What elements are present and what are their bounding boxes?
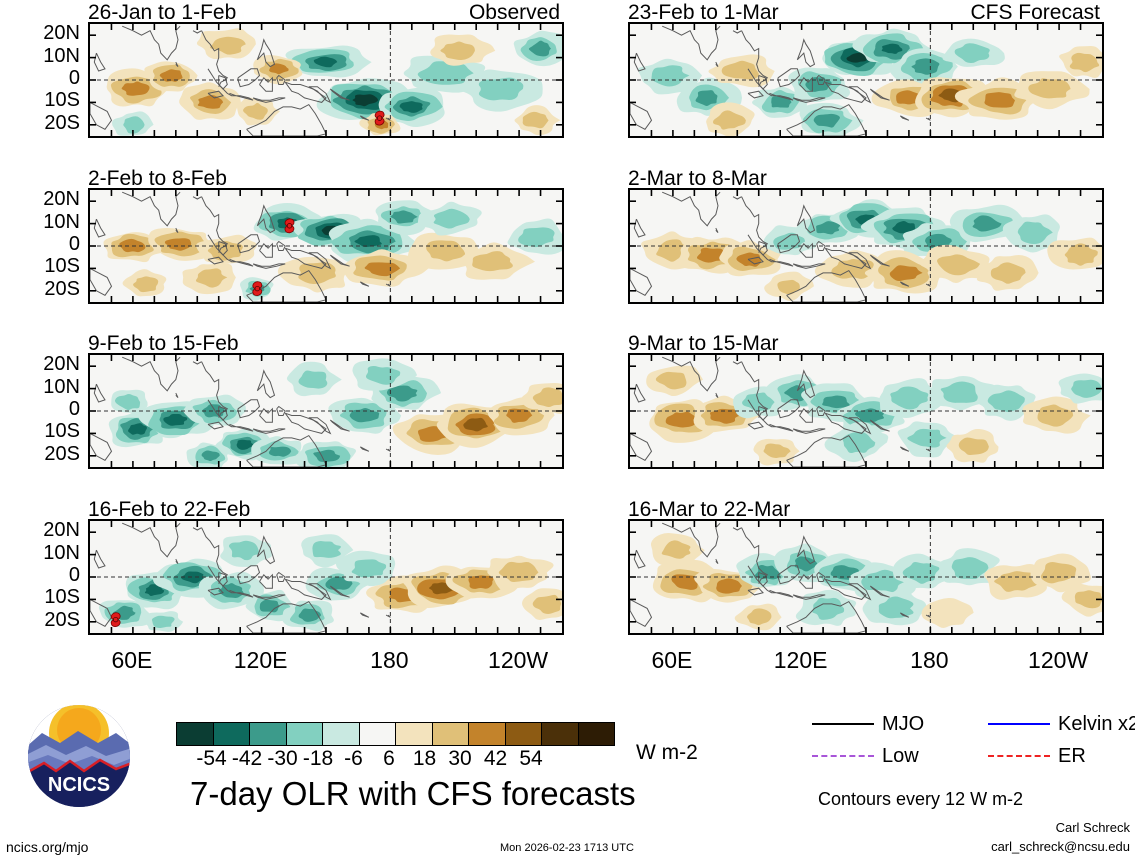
- storm-marker: [374, 110, 385, 126]
- panel-title: 2-Mar to 8-Mar: [628, 167, 767, 190]
- y-tick-label: 0: [68, 233, 80, 255]
- panel-title: 16-Mar to 22-Mar: [628, 498, 791, 521]
- colorbar-tick-label: 30: [448, 747, 472, 770]
- y-tick-label: 20N: [43, 353, 80, 376]
- y-tick-label: 20S: [44, 277, 80, 300]
- map-plot: [628, 22, 1104, 138]
- y-tick-label: 10N: [43, 210, 80, 233]
- colorbar-swatch: [250, 723, 287, 745]
- colorbar-swatch: [469, 723, 506, 745]
- legend-label: ER: [1058, 745, 1086, 767]
- map-plot: [628, 519, 1104, 635]
- colorbar-swatch: [323, 723, 360, 745]
- panel-title: 9-Feb to 15-Feb: [88, 332, 239, 355]
- x-tick-label: 120E: [233, 647, 288, 673]
- legend-item-mjo: MJO: [812, 714, 924, 734]
- colorbar-tick-label: -30: [267, 747, 298, 770]
- storm-marker: [252, 281, 263, 297]
- legend-line-icon: [988, 755, 1050, 757]
- legend-item-kelvin-x2: Kelvin x2: [988, 714, 1135, 734]
- panel-title: 16-Feb to 22-Feb: [88, 498, 251, 521]
- storm-marker: [110, 612, 121, 628]
- colorbar-swatch: [578, 723, 614, 745]
- column-header-right: CFS Forecast: [970, 1, 1100, 24]
- y-tick-label: 10S: [44, 420, 80, 443]
- colorbar-tick-label: -18: [302, 747, 334, 770]
- map-plot: [88, 188, 564, 304]
- colorbar-tick-label: 54: [519, 747, 543, 770]
- colorbar-swatch: [432, 723, 469, 745]
- legend-item-low: Low: [812, 746, 919, 766]
- y-tick-label: 10N: [43, 541, 80, 564]
- colorbar-swatch: [542, 723, 579, 745]
- x-tick-label: 120W: [1028, 647, 1089, 673]
- x-tick-label: 120W: [488, 647, 549, 673]
- author-name: Carl Schreck: [1055, 820, 1130, 835]
- colorbar-swatch: [505, 723, 542, 745]
- y-tick-label: 0: [68, 564, 80, 586]
- y-tick-label: 20S: [44, 111, 80, 134]
- legend-label: MJO: [882, 713, 925, 735]
- author-email[interactable]: carl_schreck@ncsu.edu: [991, 839, 1130, 854]
- y-tick-label: 10S: [44, 586, 80, 609]
- panel-title: 23-Feb to 1-Mar: [628, 1, 779, 24]
- map-plot: [88, 22, 564, 138]
- panel-title: 9-Mar to 15-Mar: [628, 332, 779, 355]
- y-tick-label: 10S: [44, 89, 80, 112]
- y-tick-label: 20S: [44, 608, 80, 631]
- map-plot: [88, 353, 564, 469]
- panel-title: 26-Jan to 1-Feb: [88, 1, 237, 24]
- contour-interval-note: Contours every 12 W m-2: [818, 789, 1024, 809]
- y-tick-label: 20N: [43, 22, 80, 45]
- site-url[interactable]: ncics.org/mjo: [6, 839, 89, 855]
- legend-item-er: ER: [988, 746, 1086, 766]
- colorbar-tick-label: 42: [483, 747, 508, 770]
- colorbar-unit-label: W m-2: [636, 741, 698, 764]
- colorbar-swatch: [359, 723, 396, 745]
- colorbar-swatch: [177, 723, 214, 745]
- colorbar-tick-label: 6: [383, 747, 395, 770]
- y-tick-label: 10S: [44, 255, 80, 278]
- colorbar-swatch: [213, 723, 250, 745]
- legend-label: Low: [882, 745, 919, 767]
- colorbar: [176, 722, 615, 746]
- x-tick-label: 60E: [111, 647, 153, 673]
- colorbar-tick-label: -42: [231, 747, 263, 770]
- colorbar-tick-label: -54: [196, 747, 227, 770]
- legend-line-icon: [988, 723, 1050, 725]
- storm-marker: [284, 218, 295, 234]
- legend-label: Kelvin x2: [1058, 713, 1135, 735]
- map-plot: [628, 353, 1104, 469]
- x-tick-label: 60E: [651, 647, 693, 673]
- colorbar-swatch: [396, 723, 433, 745]
- x-tick-label: 180: [910, 647, 949, 673]
- colorbar-tick-label: -6: [344, 747, 363, 770]
- column-header-left: Observed: [468, 1, 560, 24]
- logo-text: NCICS: [48, 774, 110, 796]
- y-tick-label: 20N: [43, 519, 80, 542]
- map-plot: [88, 519, 564, 635]
- contour-legend: MJO Low Kelvin x2 ER: [812, 714, 1135, 774]
- ncics-logo: NCICS: [26, 703, 132, 814]
- x-tick-label: 180: [370, 647, 409, 673]
- x-tick-label: 120E: [773, 647, 828, 673]
- y-tick-label: 20S: [44, 442, 80, 465]
- colorbar-tick-label: 18: [412, 747, 437, 770]
- y-tick-label: 0: [68, 398, 80, 420]
- y-tick-label: 20N: [43, 188, 80, 211]
- y-tick-label: 0: [68, 67, 80, 89]
- y-tick-label: 10N: [43, 375, 80, 398]
- colorbar-swatch: [286, 723, 323, 745]
- page-title: 7-day OLR with CFS forecasts: [190, 775, 636, 812]
- legend-line-icon: [812, 755, 874, 757]
- map-plot: [628, 188, 1104, 304]
- panel-title: 2-Feb to 8-Feb: [88, 167, 227, 190]
- timestamp: Mon 2026-02-23 1713 UTC: [500, 842, 634, 854]
- y-tick-label: 10N: [43, 44, 80, 67]
- legend-line-icon: [812, 723, 874, 725]
